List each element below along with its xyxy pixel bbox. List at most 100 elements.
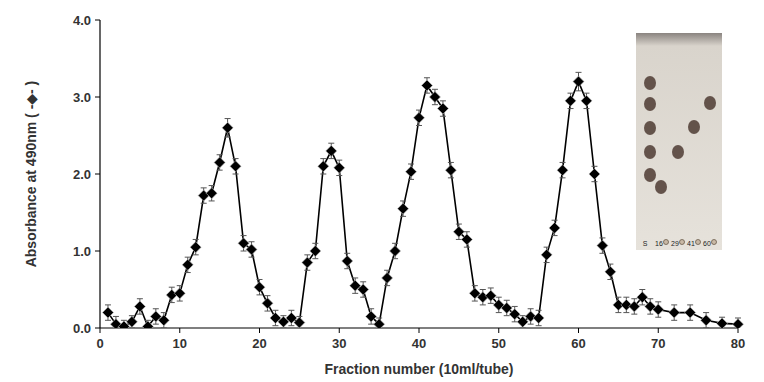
error-cap xyxy=(583,93,589,94)
y-tick-label: 2.0 xyxy=(73,167,91,182)
x-tick-label: 80 xyxy=(731,336,745,351)
error-cap xyxy=(249,257,255,258)
y-tick xyxy=(95,97,100,98)
error-cap xyxy=(552,235,558,236)
tlc-plate xyxy=(636,33,722,250)
error-cap xyxy=(703,312,709,313)
error-cap xyxy=(703,328,709,329)
error-cap xyxy=(480,289,486,290)
error-cap xyxy=(392,258,398,259)
error-cap xyxy=(528,308,534,309)
error-cap xyxy=(336,160,342,161)
error-cap xyxy=(320,174,326,175)
data-point xyxy=(597,240,608,251)
error-cap xyxy=(153,308,159,309)
error-cap xyxy=(448,162,454,163)
error-cap xyxy=(671,304,677,305)
error-cap xyxy=(607,279,613,280)
error-cap xyxy=(344,253,350,254)
error-cap xyxy=(312,258,318,259)
data-point xyxy=(565,95,576,106)
data-point xyxy=(326,145,337,156)
tlc-spot xyxy=(644,121,656,135)
data-point xyxy=(453,226,464,237)
data-point xyxy=(294,317,305,328)
data-point xyxy=(342,256,353,267)
error-cap xyxy=(217,170,223,171)
error-cap xyxy=(687,320,693,321)
error-cap xyxy=(615,297,621,298)
tlc-spot xyxy=(644,97,656,111)
tlc-spot xyxy=(655,180,667,194)
x-tick-label: 40 xyxy=(412,336,426,351)
error-cap xyxy=(448,177,454,178)
error-cap xyxy=(544,262,550,263)
error-cap xyxy=(496,297,502,298)
tlc-spot xyxy=(688,120,700,134)
error-cap xyxy=(113,316,119,317)
x-tick-label: 30 xyxy=(332,336,346,351)
error-cap xyxy=(153,324,159,325)
error-cap xyxy=(512,306,518,307)
error-cap xyxy=(647,298,653,299)
x-axis-label: Fraction number (10ml/tube) xyxy=(324,361,513,377)
error-cap xyxy=(161,328,167,329)
tlc-spot xyxy=(672,145,684,159)
data-point xyxy=(429,92,440,103)
error-cap xyxy=(392,243,398,244)
error-cap xyxy=(137,298,143,299)
data-point xyxy=(414,112,425,123)
tlc-origin xyxy=(680,240,685,245)
x-tick xyxy=(259,328,260,333)
tlc-spot xyxy=(644,168,656,182)
error-cap xyxy=(320,158,326,159)
error-cap xyxy=(249,241,255,242)
error-cap xyxy=(647,314,653,315)
error-cap xyxy=(105,320,111,321)
error-cap xyxy=(288,325,294,326)
error-cap xyxy=(599,237,605,238)
data-point xyxy=(382,272,393,283)
data-point xyxy=(605,266,616,277)
error-cap xyxy=(264,295,270,296)
data-point xyxy=(374,319,385,328)
data-point xyxy=(318,161,329,172)
x-tick xyxy=(498,328,499,333)
chart: 0.01.02.03.04.001020304050607080Fraction… xyxy=(0,0,764,382)
data-point xyxy=(733,319,744,328)
data-point xyxy=(302,257,313,268)
error-cap xyxy=(368,308,374,309)
tlc-spot xyxy=(644,145,656,159)
error-cap xyxy=(344,268,350,269)
error-cap xyxy=(671,320,677,321)
error-cap xyxy=(272,310,278,311)
data-point xyxy=(134,301,145,312)
y-tick-label: 1.0 xyxy=(73,244,91,259)
error-cap xyxy=(264,311,270,312)
x-tick-label: 20 xyxy=(252,336,266,351)
error-cap xyxy=(241,235,247,236)
error-cap xyxy=(193,239,199,240)
error-cap xyxy=(312,243,318,244)
data-point xyxy=(358,284,369,295)
data-point xyxy=(238,238,249,249)
data-point xyxy=(390,246,401,257)
data-point xyxy=(589,169,600,180)
error-cap xyxy=(655,301,661,302)
data-point xyxy=(549,222,560,233)
data-point xyxy=(406,166,417,177)
data-point xyxy=(230,161,241,172)
data-point xyxy=(533,312,544,323)
error-cap xyxy=(257,279,263,280)
error-cap xyxy=(328,158,334,159)
error-cap xyxy=(105,304,111,305)
error-cap xyxy=(464,247,470,248)
error-cap xyxy=(225,118,231,119)
data-point xyxy=(461,234,472,245)
error-cap xyxy=(560,177,566,178)
error-cap xyxy=(241,251,247,252)
tlc-origin xyxy=(696,240,701,245)
x-tick xyxy=(339,328,340,333)
x-tick-label: 10 xyxy=(173,336,187,351)
data-point xyxy=(398,203,409,214)
